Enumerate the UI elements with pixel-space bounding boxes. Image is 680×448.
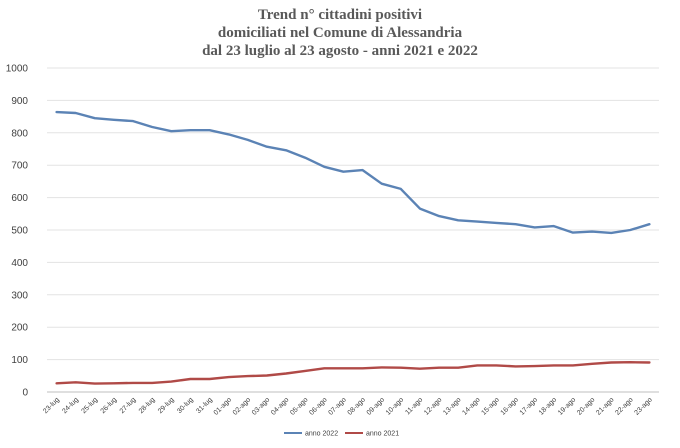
x-tick-label: 02-ago bbox=[232, 396, 252, 416]
x-tick-label: 28-lug bbox=[138, 396, 157, 415]
y-tick-label: 400 bbox=[11, 258, 28, 269]
x-tick-label: 26-lug bbox=[100, 396, 119, 415]
legend-label: anno 2021 bbox=[366, 431, 399, 438]
x-tick-label: 01-ago bbox=[213, 396, 233, 416]
x-tick-label: 03-ago bbox=[251, 396, 271, 416]
legend-label: anno 2022 bbox=[305, 431, 338, 438]
y-tick-label: 500 bbox=[11, 226, 28, 237]
chart-title: Trend n° cittadini positivi domiciliati … bbox=[0, 6, 680, 60]
x-tick-label: 11-ago bbox=[404, 396, 424, 416]
y-tick-label: 100 bbox=[11, 355, 28, 366]
chart-title-line-1: Trend n° cittadini positivi bbox=[257, 7, 423, 23]
x-tick-label: 16-ago bbox=[500, 396, 520, 416]
x-tick-label: 27-lug bbox=[119, 396, 138, 415]
x-tick-label: 25-lug bbox=[81, 396, 100, 415]
y-tick-label: 200 bbox=[11, 323, 28, 334]
series-line-2 bbox=[55, 361, 651, 385]
x-tick-label: 17-ago bbox=[519, 396, 539, 416]
y-tick-label: 900 bbox=[11, 96, 28, 107]
x-tick-label: 18-ago bbox=[538, 396, 558, 416]
y-tick-label: 600 bbox=[11, 193, 28, 204]
y-tick-label: 700 bbox=[11, 161, 28, 172]
x-tick-label: 05-ago bbox=[289, 396, 309, 416]
x-tick-label: 22-ago bbox=[614, 396, 634, 416]
x-tick-label: 10-ago bbox=[385, 396, 405, 416]
chart-title-line-2: domiciliati nel Comune di Alessandria bbox=[217, 25, 463, 41]
x-tick-label: 20-ago bbox=[576, 396, 596, 416]
y-tick-label: 1000 bbox=[6, 64, 29, 75]
x-tick-label: 14-ago bbox=[461, 396, 481, 416]
x-tick-label: 31-lug bbox=[195, 396, 214, 415]
x-tick-label: 29-lug bbox=[157, 396, 176, 415]
chart-title-line-3: dal 23 luglio al 23 agosto - anni 2021 e… bbox=[202, 43, 478, 59]
x-tick-label: 21-ago bbox=[595, 396, 615, 416]
x-tick-label: 04-ago bbox=[270, 396, 290, 416]
x-tick-label: 06-ago bbox=[308, 396, 328, 416]
x-tick-label: 09-ago bbox=[366, 396, 386, 416]
x-tick-label: 08-ago bbox=[347, 396, 367, 416]
series-line-1 bbox=[55, 110, 651, 235]
x-tick-label: 07-ago bbox=[327, 396, 347, 416]
x-tick-label: 23-ago bbox=[633, 396, 653, 416]
x-tick-label: 12-ago bbox=[423, 396, 443, 416]
x-tick-label: 19-ago bbox=[557, 396, 577, 416]
x-tick-label: 23-lug bbox=[42, 396, 61, 415]
x-tick-label: 15-ago bbox=[480, 396, 500, 416]
y-tick-label: 800 bbox=[11, 128, 28, 139]
x-tick-label: 24-lug bbox=[61, 396, 80, 415]
y-tick-label: 300 bbox=[11, 290, 28, 301]
x-tick-label: 30-lug bbox=[176, 396, 195, 415]
y-tick-label: 0 bbox=[22, 388, 28, 399]
x-tick-label: 13-ago bbox=[442, 396, 462, 416]
